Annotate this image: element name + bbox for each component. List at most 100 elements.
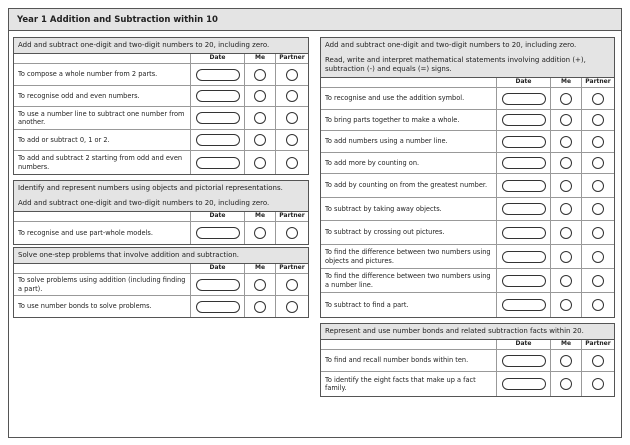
partner-checkbox[interactable] [592, 203, 604, 215]
section-heading: Add and subtract one-digit and two-digit… [14, 38, 308, 54]
partner-checkbox[interactable] [592, 157, 604, 169]
partner-checkbox[interactable] [592, 135, 604, 148]
date-field[interactable] [501, 203, 546, 215]
date-header: Date [191, 54, 245, 63]
me-checkbox[interactable] [254, 278, 266, 291]
me-checkbox[interactable] [254, 90, 266, 102]
date-field[interactable] [501, 226, 546, 239]
date-field[interactable] [501, 299, 546, 311]
date-field[interactable] [195, 68, 240, 81]
partner-checkbox[interactable] [592, 92, 604, 105]
partner-checkbox[interactable] [592, 250, 604, 263]
column-header-row: Date Me Partner [321, 78, 614, 88]
partner-checkbox[interactable] [286, 227, 298, 239]
objective-row: To bring parts together to make a whole. [321, 110, 614, 131]
me-checkbox[interactable] [254, 156, 266, 169]
me-checkbox[interactable] [560, 226, 572, 239]
date-header: Date [497, 78, 551, 87]
objective-row: To solve problems using addition (includ… [14, 274, 308, 296]
date-field[interactable] [195, 90, 240, 102]
date-field[interactable] [195, 134, 240, 146]
me-checkbox[interactable] [560, 250, 572, 263]
date-field[interactable] [501, 250, 546, 263]
me-checkbox[interactable] [560, 114, 572, 126]
partner-checkbox[interactable] [592, 114, 604, 126]
objective-section: Solve one-step problems that involve add… [13, 247, 309, 318]
objective-text: To recognise odd and even numbers. [14, 86, 191, 106]
date-field[interactable] [501, 274, 546, 287]
me-checkbox[interactable] [560, 274, 572, 287]
date-field[interactable] [501, 378, 546, 390]
objective-text: To use number bonds to solve problems. [14, 296, 191, 317]
me-checkbox[interactable] [254, 112, 266, 124]
date-field[interactable] [195, 112, 240, 124]
objective-row: To add more by counting on. [321, 153, 614, 174]
objective-row: To find the difference between two numbe… [321, 269, 614, 293]
me-checkbox[interactable] [254, 227, 266, 239]
date-field[interactable] [501, 354, 546, 367]
date-field[interactable] [501, 157, 546, 169]
heading-text: Read, write and interpret mathematical s… [325, 56, 586, 73]
date-field[interactable] [195, 278, 240, 291]
objective-text: To add more by counting on. [321, 153, 497, 173]
me-checkbox[interactable] [254, 134, 266, 146]
objective-row: To compose a whole number from 2 parts. [14, 64, 308, 86]
partner-checkbox[interactable] [592, 299, 604, 311]
objective-text: To compose a whole number from 2 parts. [14, 64, 191, 85]
me-checkbox[interactable] [560, 299, 572, 311]
me-header: Me [245, 54, 276, 63]
date-field[interactable] [195, 300, 240, 313]
objective-text: To find the difference between two numbe… [321, 245, 497, 268]
objective-section: Represent and use number bonds and relat… [320, 323, 615, 397]
me-checkbox[interactable] [560, 135, 572, 148]
partner-checkbox[interactable] [592, 378, 604, 390]
heading-text: Represent and use number bonds and relat… [325, 327, 584, 335]
date-field[interactable] [501, 179, 546, 192]
partner-checkbox[interactable] [592, 274, 604, 287]
column-header-row: Date Me Partner [14, 212, 308, 222]
partner-checkbox[interactable] [286, 90, 298, 102]
date-header: Date [191, 212, 245, 221]
date-field[interactable] [195, 156, 240, 169]
objective-row: To subtract by crossing out pictures. [321, 221, 614, 245]
heading-text: Add and subtract one-digit and two-digit… [325, 41, 577, 49]
objective-text: To add and subtract 2 starting from odd … [14, 151, 191, 174]
objective-text: To solve problems using addition (includ… [14, 274, 191, 295]
partner-checkbox[interactable] [592, 354, 604, 367]
objective-row: To add or subtract 0, 1 or 2. [14, 130, 308, 151]
partner-checkbox[interactable] [286, 112, 298, 124]
me-checkbox[interactable] [254, 68, 266, 81]
partner-checkbox[interactable] [286, 278, 298, 291]
objective-text: To add numbers using a number line. [321, 131, 497, 152]
column-header-row: Date Me Partner [321, 340, 614, 350]
column-header-row: Date Me Partner [14, 54, 308, 64]
date-field[interactable] [501, 114, 546, 126]
partner-checkbox[interactable] [286, 134, 298, 146]
me-checkbox[interactable] [560, 157, 572, 169]
me-checkbox[interactable] [560, 354, 572, 367]
section-heading: Add and subtract one-digit and two-digit… [321, 38, 614, 78]
objective-row: To add and subtract 2 starting from odd … [14, 151, 308, 174]
me-checkbox[interactable] [560, 179, 572, 192]
objective-text: To bring parts together to make a whole. [321, 110, 497, 130]
objective-row: To find the difference between two numbe… [321, 245, 614, 269]
me-checkbox[interactable] [560, 203, 572, 215]
objective-text: To identify the eight facts that make up… [321, 372, 497, 396]
date-field[interactable] [501, 135, 546, 148]
partner-checkbox[interactable] [286, 156, 298, 169]
me-checkbox[interactable] [560, 378, 572, 390]
me-checkbox[interactable] [254, 300, 266, 313]
date-field[interactable] [195, 227, 240, 239]
partner-checkbox[interactable] [286, 300, 298, 313]
objective-row: To add by counting on from the greatest … [321, 174, 614, 198]
partner-checkbox[interactable] [286, 68, 298, 81]
partner-checkbox[interactable] [592, 226, 604, 239]
date-field[interactable] [501, 92, 546, 105]
objective-row: To recognise and use the addition symbol… [321, 88, 614, 110]
objective-text: To subtract by crossing out pictures. [321, 221, 497, 244]
partner-checkbox[interactable] [592, 179, 604, 192]
me-checkbox[interactable] [560, 92, 572, 105]
partner-header: Partner [585, 340, 611, 348]
partner-header: Partner [279, 264, 305, 272]
objective-text: To add or subtract 0, 1 or 2. [14, 130, 191, 150]
